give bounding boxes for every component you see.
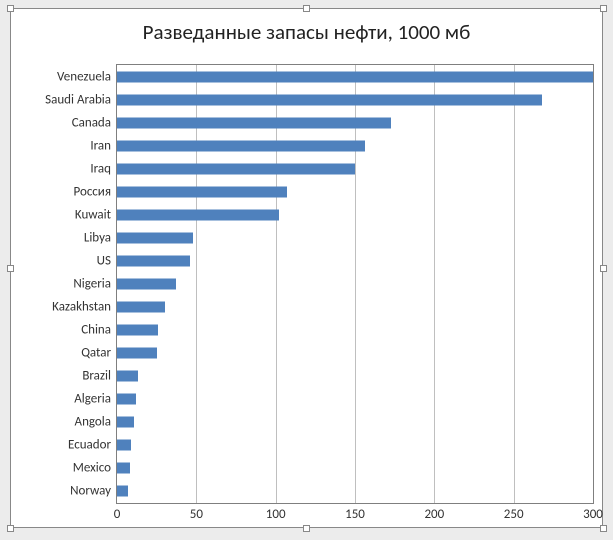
bar — [117, 463, 130, 474]
category-label: Canada — [72, 115, 117, 130]
selection-handle[interactable] — [600, 5, 607, 12]
category-label: Norway — [70, 484, 117, 499]
category-row: Iran — [117, 134, 593, 157]
bar — [117, 348, 157, 359]
category-label: Nigeria — [73, 276, 117, 291]
category-label: Qatar — [81, 346, 117, 361]
selection-handle[interactable] — [600, 265, 607, 272]
category-row: Saudi Arabia — [117, 88, 593, 111]
category-label: Kuwait — [75, 207, 117, 222]
category-row: Ecuador — [117, 434, 593, 457]
category-row: Canada — [117, 111, 593, 134]
bar — [117, 255, 190, 266]
selection-handle[interactable] — [7, 525, 14, 532]
bar — [117, 278, 176, 289]
selection-handle[interactable] — [600, 525, 607, 532]
bar — [117, 417, 134, 428]
category-row: Mexico — [117, 457, 593, 480]
category-row: Angola — [117, 411, 593, 434]
category-label: Iraq — [90, 161, 117, 176]
plot-area: 050100150200250300VenezuelaSaudi ArabiaC… — [116, 64, 594, 504]
category-row: Россия — [117, 180, 593, 203]
category-label: Algeria — [74, 392, 117, 407]
chart-canvas: Разведанные запасы нефти, 1000 мб 050100… — [0, 0, 613, 540]
bar — [117, 186, 287, 197]
x-tick-label: 300 — [583, 507, 603, 522]
category-row: Nigeria — [117, 272, 593, 295]
bar — [117, 440, 131, 451]
category-row: Qatar — [117, 342, 593, 365]
category-row: Kuwait — [117, 203, 593, 226]
chart-title: Разведанные запасы нефти, 1000 мб — [11, 19, 602, 45]
x-tick-label: 0 — [114, 507, 121, 522]
x-tick-label: 100 — [266, 507, 286, 522]
category-row: Algeria — [117, 388, 593, 411]
x-tick-label: 150 — [345, 507, 365, 522]
bar — [117, 163, 355, 174]
category-row: China — [117, 319, 593, 342]
bar — [117, 94, 542, 105]
x-tick-label: 200 — [424, 507, 444, 522]
bar — [117, 394, 136, 405]
category-row: Libya — [117, 226, 593, 249]
selection-handle[interactable] — [7, 5, 14, 12]
category-label: Libya — [84, 230, 117, 245]
category-label: Brazil — [82, 369, 117, 384]
bar — [117, 209, 279, 220]
category-row: Iraq — [117, 157, 593, 180]
bar — [117, 140, 365, 151]
bar — [117, 71, 593, 82]
bar — [117, 302, 165, 313]
bar — [117, 486, 128, 497]
bar — [117, 371, 138, 382]
category-row: US — [117, 249, 593, 272]
category-label: Kazakhstan — [52, 300, 117, 315]
category-label: Россия — [74, 184, 118, 199]
category-label: Saudi Arabia — [45, 92, 117, 107]
category-label: China — [81, 323, 117, 338]
category-row: Venezuela — [117, 65, 593, 88]
category-row: Norway — [117, 480, 593, 503]
selection-handle[interactable] — [7, 265, 14, 272]
category-row: Kazakhstan — [117, 296, 593, 319]
chart-container[interactable]: Разведанные запасы нефти, 1000 мб 050100… — [10, 8, 603, 528]
category-label: Venezuela — [57, 69, 117, 84]
bar — [117, 325, 158, 336]
category-label: Angola — [75, 415, 117, 430]
bar — [117, 117, 391, 128]
category-label: US — [97, 253, 117, 268]
category-row: Brazil — [117, 365, 593, 388]
category-label: Iran — [90, 138, 117, 153]
selection-handle[interactable] — [303, 525, 310, 532]
x-tick-label: 50 — [190, 507, 203, 522]
category-label: Ecuador — [68, 438, 117, 453]
x-tick-label: 250 — [504, 507, 524, 522]
bar — [117, 232, 193, 243]
category-label: Mexico — [73, 461, 117, 476]
selection-handle[interactable] — [303, 5, 310, 12]
